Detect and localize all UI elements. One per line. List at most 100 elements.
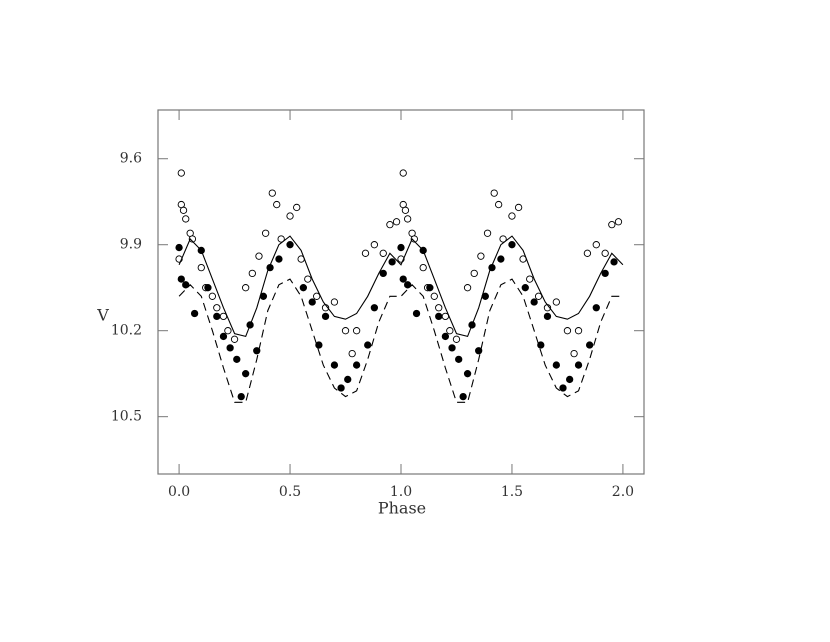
x-tick-label: 0.5 — [279, 484, 301, 500]
open-point — [277, 235, 285, 243]
open-point — [370, 241, 379, 249]
open-point — [386, 220, 394, 229]
open-point — [330, 298, 339, 306]
filled-point — [397, 243, 405, 252]
y-tick-label: 10.2 — [111, 323, 142, 339]
open-point — [286, 212, 294, 220]
filled-point — [592, 304, 600, 312]
open-point — [379, 249, 387, 257]
filled-point — [219, 332, 228, 341]
filled-point — [177, 275, 185, 283]
open-point — [570, 349, 578, 358]
filled-point — [543, 312, 552, 321]
open-point — [261, 229, 270, 237]
open-point — [430, 292, 438, 300]
x-tick-label: 0.0 — [168, 484, 190, 500]
open-point — [179, 206, 188, 214]
open-point — [273, 200, 281, 209]
filled-point — [370, 304, 379, 312]
open-point — [242, 284, 250, 292]
filled-point — [315, 341, 323, 349]
open-point — [574, 327, 583, 335]
open-point — [361, 249, 370, 257]
filled-point — [364, 341, 372, 349]
open-point — [313, 292, 321, 300]
open-point — [401, 206, 410, 214]
open-point — [601, 249, 609, 257]
filled-point — [521, 284, 529, 292]
dashed-curve — [178, 278, 623, 403]
y-tick-label: 9.6 — [120, 151, 142, 167]
solid-curve — [178, 235, 624, 338]
filled-point — [435, 312, 443, 321]
open-point — [348, 349, 356, 358]
open-point — [208, 292, 217, 300]
open-point — [352, 327, 361, 335]
filled-point — [455, 355, 463, 364]
filled-point — [237, 392, 245, 401]
filled-point — [448, 344, 456, 352]
open-point — [419, 263, 427, 272]
open-point — [404, 215, 412, 223]
open-point — [483, 229, 492, 237]
filled-point — [242, 370, 250, 378]
filled-point — [585, 341, 594, 349]
open-point — [508, 212, 516, 220]
open-point — [230, 335, 239, 343]
filled-point — [233, 355, 241, 364]
open-point — [399, 169, 407, 177]
filled-point — [426, 284, 434, 292]
open-point — [583, 249, 592, 257]
filled-point — [299, 284, 308, 292]
filled-point — [344, 375, 352, 384]
open-point — [470, 269, 478, 278]
y-axis-label: V — [96, 306, 109, 325]
filled-point — [330, 361, 339, 369]
x-tick-label: 1.5 — [501, 484, 523, 500]
open-point — [255, 252, 263, 260]
open-point — [224, 327, 232, 335]
filled-point — [412, 309, 421, 318]
filled-point — [537, 341, 545, 349]
open-point — [248, 269, 256, 278]
filled-point — [497, 255, 505, 263]
open-point — [197, 263, 205, 272]
filled-point — [610, 258, 618, 266]
filled-point — [175, 243, 183, 252]
open-point — [213, 304, 221, 312]
open-point — [614, 218, 623, 226]
open-point — [477, 252, 485, 260]
filled-point — [253, 347, 261, 355]
open-point — [463, 284, 472, 292]
filled-point — [226, 344, 234, 352]
open-point — [182, 215, 190, 223]
filled-point — [475, 347, 483, 355]
filled-point — [286, 241, 294, 249]
open-point — [563, 327, 572, 335]
filled-point — [463, 370, 472, 378]
open-point — [608, 220, 616, 229]
filled-point — [459, 392, 467, 401]
open-point — [552, 298, 560, 306]
filled-point — [190, 309, 199, 318]
filled-point — [388, 258, 396, 266]
open-point — [452, 335, 461, 343]
x-tick-label: 2.0 — [612, 484, 634, 500]
open-point — [526, 275, 534, 283]
filled-point — [352, 361, 361, 369]
filled-point — [566, 375, 574, 384]
x-axis-label: Phase — [378, 499, 426, 518]
open-point — [435, 304, 443, 312]
open-point — [410, 235, 418, 243]
filled-point — [441, 332, 450, 341]
open-point — [268, 189, 276, 197]
filled-point — [559, 384, 567, 392]
filled-point — [379, 269, 387, 278]
open-point — [499, 235, 507, 243]
open-point — [177, 169, 185, 177]
open-point — [392, 218, 401, 226]
filled-point — [308, 298, 316, 306]
filled-point — [204, 284, 212, 292]
filled-point — [404, 281, 412, 289]
